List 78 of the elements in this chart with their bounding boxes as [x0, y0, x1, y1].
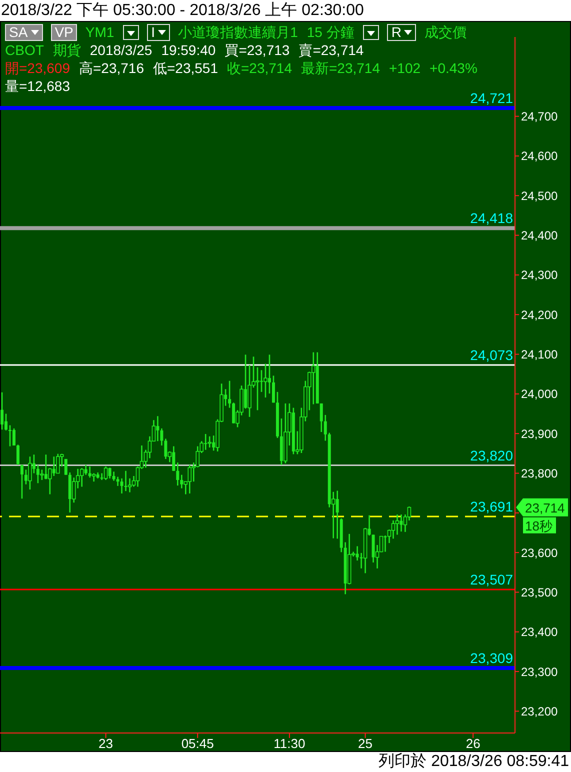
y-tick-label: 24,000: [521, 387, 558, 402]
candlestick: [232, 402, 236, 424]
text: 列印於 2018/3/26 08:59:41: [378, 752, 569, 772]
candlestick: [400, 514, 403, 532]
candlestick: [8, 424, 12, 447]
y-tick-label: 23,900: [521, 426, 558, 441]
candlestick: [268, 354, 271, 394]
ref-line-label: 24,073: [470, 346, 514, 363]
annotation: 量=12,683: [5, 78, 70, 94]
candlestick: [80, 467, 84, 488]
y-tick-label: 23,200: [521, 704, 558, 718]
candlestick: [12, 428, 16, 446]
candlestick: [0, 392, 4, 430]
annotation: 成交價: [424, 24, 466, 40]
candlestick: [20, 464, 24, 500]
text: 18秒: [525, 518, 552, 534]
ref-line-label: 23,507: [470, 571, 514, 588]
candlestick: [108, 467, 112, 480]
y-tick-label: 23,600: [521, 546, 558, 560]
candlestick: [172, 446, 176, 472]
x-tick-label: 05:45: [181, 736, 214, 751]
annotation: 賣=23,714: [298, 42, 364, 58]
annotation: VP: [50, 24, 78, 41]
annotation: +0.43%: [430, 60, 478, 76]
x-tick-label: 25: [358, 736, 373, 751]
candlestick: [176, 462, 180, 486]
annotation: YM1: [85, 24, 114, 40]
text: 23,714: [525, 500, 565, 516]
y-tick-label: 24,300: [521, 268, 558, 282]
y-tick-label: 24,100: [521, 348, 558, 362]
candlestick: [124, 470, 128, 492]
ref-line-label: 23,820: [470, 447, 514, 464]
candlestick: [88, 466, 92, 478]
annotation: 19:59:40: [161, 42, 216, 58]
annotation: CBOT: [5, 42, 44, 58]
candlestick: [4, 413, 8, 432]
chart-title: 2018/3/22 下午 05:30:00 - 2018/3/26 上午 02:30:00: [0, 0, 365, 21]
y-tick-label: 23,800: [521, 466, 558, 480]
candlestick: [188, 464, 192, 494]
candlestick: [156, 415, 160, 442]
annotation: 最新=23,714: [301, 60, 380, 76]
y-tick-label: 24,400: [521, 228, 558, 243]
annotation: 15 分鐘: [306, 24, 354, 40]
x-tick-label: 26: [466, 736, 480, 751]
candlestick: [395, 514, 400, 536]
ref-line-label: 24,418: [470, 210, 514, 226]
y-tick-label: 24,700: [521, 110, 558, 124]
annotation: SA: [5, 24, 43, 41]
y-tick-label: 24,600: [521, 149, 558, 164]
annotation: 低=23,551: [153, 60, 218, 76]
ref-line-label: 23,691: [470, 498, 514, 514]
candlestick: [16, 444, 20, 466]
candlestick: [208, 436, 212, 448]
annotation: 買=23,713: [224, 42, 290, 58]
candlestick: [56, 453, 60, 474]
annotation: 收=23,714: [227, 60, 292, 76]
annotation: +102: [389, 60, 421, 76]
x-tick-label: 23: [98, 736, 114, 751]
y-tick-label: 24,200: [521, 308, 558, 322]
annotation: 小道瓊指數連續月1: [178, 24, 298, 40]
annotation: 高=23,716: [79, 60, 144, 76]
annotation: 開=23,609: [5, 60, 70, 76]
candlestick: [28, 456, 32, 490]
candlestick: [272, 375, 275, 404]
y-tick-label: 23,400: [521, 625, 558, 640]
ref-line-label: 23,309: [470, 650, 514, 666]
candlestick: [336, 490, 339, 540]
x-tick-label: 11:30: [274, 736, 306, 751]
y-tick-label: 23,300: [521, 664, 558, 679]
y-tick-label: 23,500: [521, 585, 558, 600]
candlestick: [104, 466, 108, 481]
candlestick: [228, 380, 232, 408]
annotation: R: [387, 24, 416, 41]
y-tick-label: 24,500: [521, 188, 558, 203]
annotation: 2018/3/25: [90, 42, 152, 58]
annotation: 期貨: [52, 42, 81, 58]
annotation: I: [147, 24, 170, 41]
ref-line-label: 24,721: [470, 90, 514, 106]
